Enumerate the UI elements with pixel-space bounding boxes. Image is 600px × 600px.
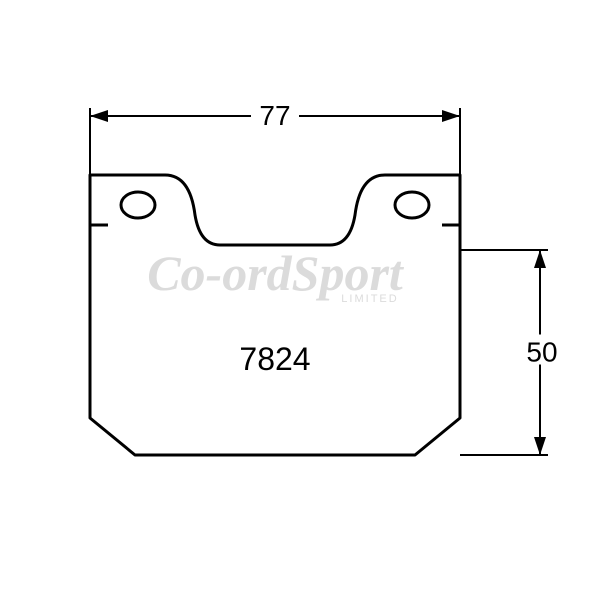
- drawing-canvas: Co-ordSportLIMITED 7824 77 50: [0, 0, 600, 600]
- mounting-hole: [395, 192, 429, 218]
- watermark: Co-ordSportLIMITED: [147, 245, 405, 305]
- dim-height-arrow-top: [534, 250, 546, 268]
- dim-width-label: 77: [259, 100, 290, 131]
- dim-height-label: 50: [526, 337, 557, 368]
- dim-width-arrow-right: [442, 110, 460, 122]
- mounting-hole: [121, 192, 155, 218]
- dim-height-arrow-bottom: [534, 437, 546, 455]
- watermark-sub: LIMITED: [341, 293, 398, 305]
- dim-width-arrow-left: [90, 110, 108, 122]
- technical-drawing-svg: Co-ordSportLIMITED 7824 77 50: [0, 0, 600, 600]
- part-number: 7824: [239, 341, 310, 377]
